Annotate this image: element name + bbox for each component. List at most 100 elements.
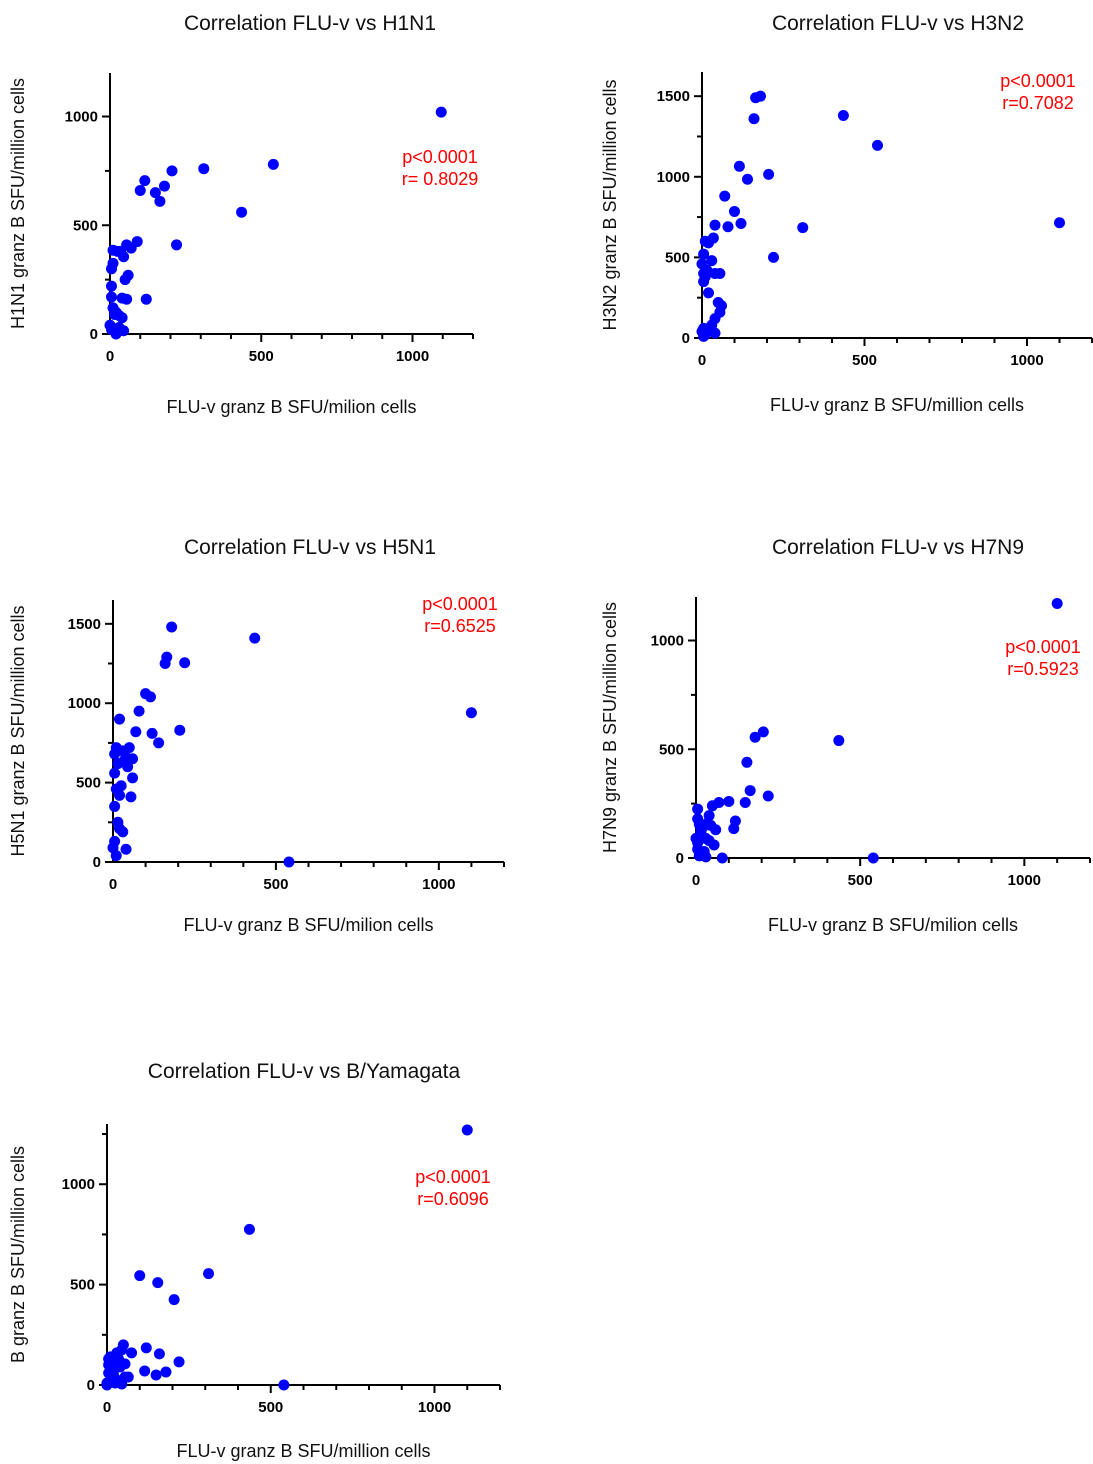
y-tick-label: 1000: [651, 633, 684, 650]
y-tick-label: 1500: [68, 616, 101, 633]
data-point: [729, 205, 740, 217]
data-point: [121, 293, 133, 305]
data-point: [278, 1379, 290, 1391]
data-point: [1051, 598, 1063, 610]
data-point: [134, 184, 146, 196]
data-point: [103, 1353, 115, 1365]
data-point: [692, 803, 704, 815]
data-point: [742, 173, 753, 185]
y-tick-label: 1500: [657, 88, 690, 105]
r-value-annotation: r=0.6096: [417, 1189, 489, 1209]
data-point: [728, 823, 740, 835]
chart-title: Correlation FLU-v vs H7N9: [772, 536, 1024, 559]
y-axis-label: B granz B SFU/million cells: [8, 1146, 28, 1363]
data-point: [126, 1347, 138, 1359]
y-tick-label: 500: [665, 249, 690, 266]
y-tick-label: 0: [93, 854, 101, 871]
data-point: [283, 856, 295, 868]
data-point: [692, 837, 704, 849]
data-point: [107, 842, 119, 854]
data-point: [465, 707, 477, 719]
data-point: [243, 1223, 255, 1235]
data-point: [171, 239, 183, 251]
y-axis-label: H7N9 granz B SFU/million cells: [600, 602, 620, 853]
r-value-annotation: r=0.5923: [1007, 659, 1079, 679]
data-point: [134, 1270, 146, 1282]
x-tick-label: 500: [848, 872, 873, 889]
data-point: [435, 106, 447, 118]
data-point: [706, 255, 718, 267]
x-tick-label: 0: [106, 348, 114, 365]
data-point: [139, 1365, 151, 1377]
data-point: [153, 737, 165, 749]
chart-panel-4: Correlation FLU-v vs H7N9 0 500 1000 0 500 100…: [600, 536, 1091, 935]
data-point: [700, 851, 712, 863]
x-tick-label: 500: [263, 876, 288, 893]
r-value-annotation: r=0.7082: [1002, 93, 1074, 113]
data-point: [158, 180, 170, 192]
data-point: [744, 785, 756, 797]
data-point: [179, 657, 191, 669]
data-point: [117, 826, 129, 838]
y-tick-label: 1000: [65, 109, 98, 126]
data-point: [723, 795, 735, 807]
data-point: [757, 726, 769, 738]
data-point: [119, 274, 131, 286]
data-point: [140, 688, 152, 700]
data-point: [748, 113, 760, 125]
x-axis-label: FLU-v granz B SFU/milion cells: [183, 915, 433, 935]
data-point: [750, 92, 762, 104]
data-point: [160, 1366, 172, 1378]
x-tick-label: 1000: [418, 1399, 451, 1416]
data-point: [116, 1378, 128, 1390]
data-point: [198, 163, 210, 175]
data-point: [154, 195, 166, 207]
data-point: [733, 160, 745, 172]
data-point: [125, 791, 137, 803]
data-point: [173, 1356, 185, 1368]
x-tick-label: 0: [109, 876, 117, 893]
y-tick-label: 500: [76, 775, 101, 792]
data-point: [146, 727, 158, 739]
data-point: [872, 139, 883, 151]
x-tick-label: 1000: [1010, 352, 1043, 369]
data-point: [698, 268, 710, 280]
y-tick-label: 500: [73, 217, 98, 234]
data-point: [739, 797, 751, 809]
data-point: [114, 713, 126, 725]
data-point: [140, 293, 152, 305]
data-point: [735, 218, 747, 230]
x-tick-label: 1000: [422, 876, 455, 893]
y-tick-label: 1000: [62, 1176, 95, 1193]
data-point: [762, 790, 774, 802]
data-point: [106, 280, 118, 292]
y-tick-label: 0: [676, 850, 684, 867]
r-value-annotation: r=0.6525: [424, 616, 496, 636]
x-axis-label: FLU-v granz B SFU/milion cells: [166, 397, 416, 417]
data-point: [130, 726, 142, 738]
x-tick-label: 0: [698, 352, 706, 369]
data-point: [166, 165, 178, 177]
data-point: [109, 800, 121, 812]
data-point: [101, 1379, 113, 1391]
data-point: [699, 235, 711, 247]
y-tick-label: 500: [70, 1277, 95, 1294]
data-point: [133, 705, 145, 717]
data-point: [110, 328, 122, 340]
y-tick-label: 0: [90, 326, 98, 343]
data-point: [174, 724, 186, 736]
p-value-annotation: p<0.0001: [422, 594, 498, 614]
data-point: [127, 772, 139, 784]
data-point: [698, 248, 710, 260]
data-point: [166, 621, 178, 633]
data-point: [106, 291, 118, 303]
data-point: [797, 222, 809, 234]
data-point: [837, 110, 849, 122]
y-tick-label: 1000: [657, 169, 690, 186]
chart-panel-3: Correlation FLU-v vs H5N1 0 500 1000 0 500 100…: [8, 536, 505, 935]
chart-title: Correlation FLU-v vs B/Yamagata: [148, 1060, 461, 1083]
data-point: [159, 658, 171, 670]
y-axis-label: H3N2 granz B SFU/million cells: [600, 79, 620, 330]
data-point: [706, 800, 718, 812]
